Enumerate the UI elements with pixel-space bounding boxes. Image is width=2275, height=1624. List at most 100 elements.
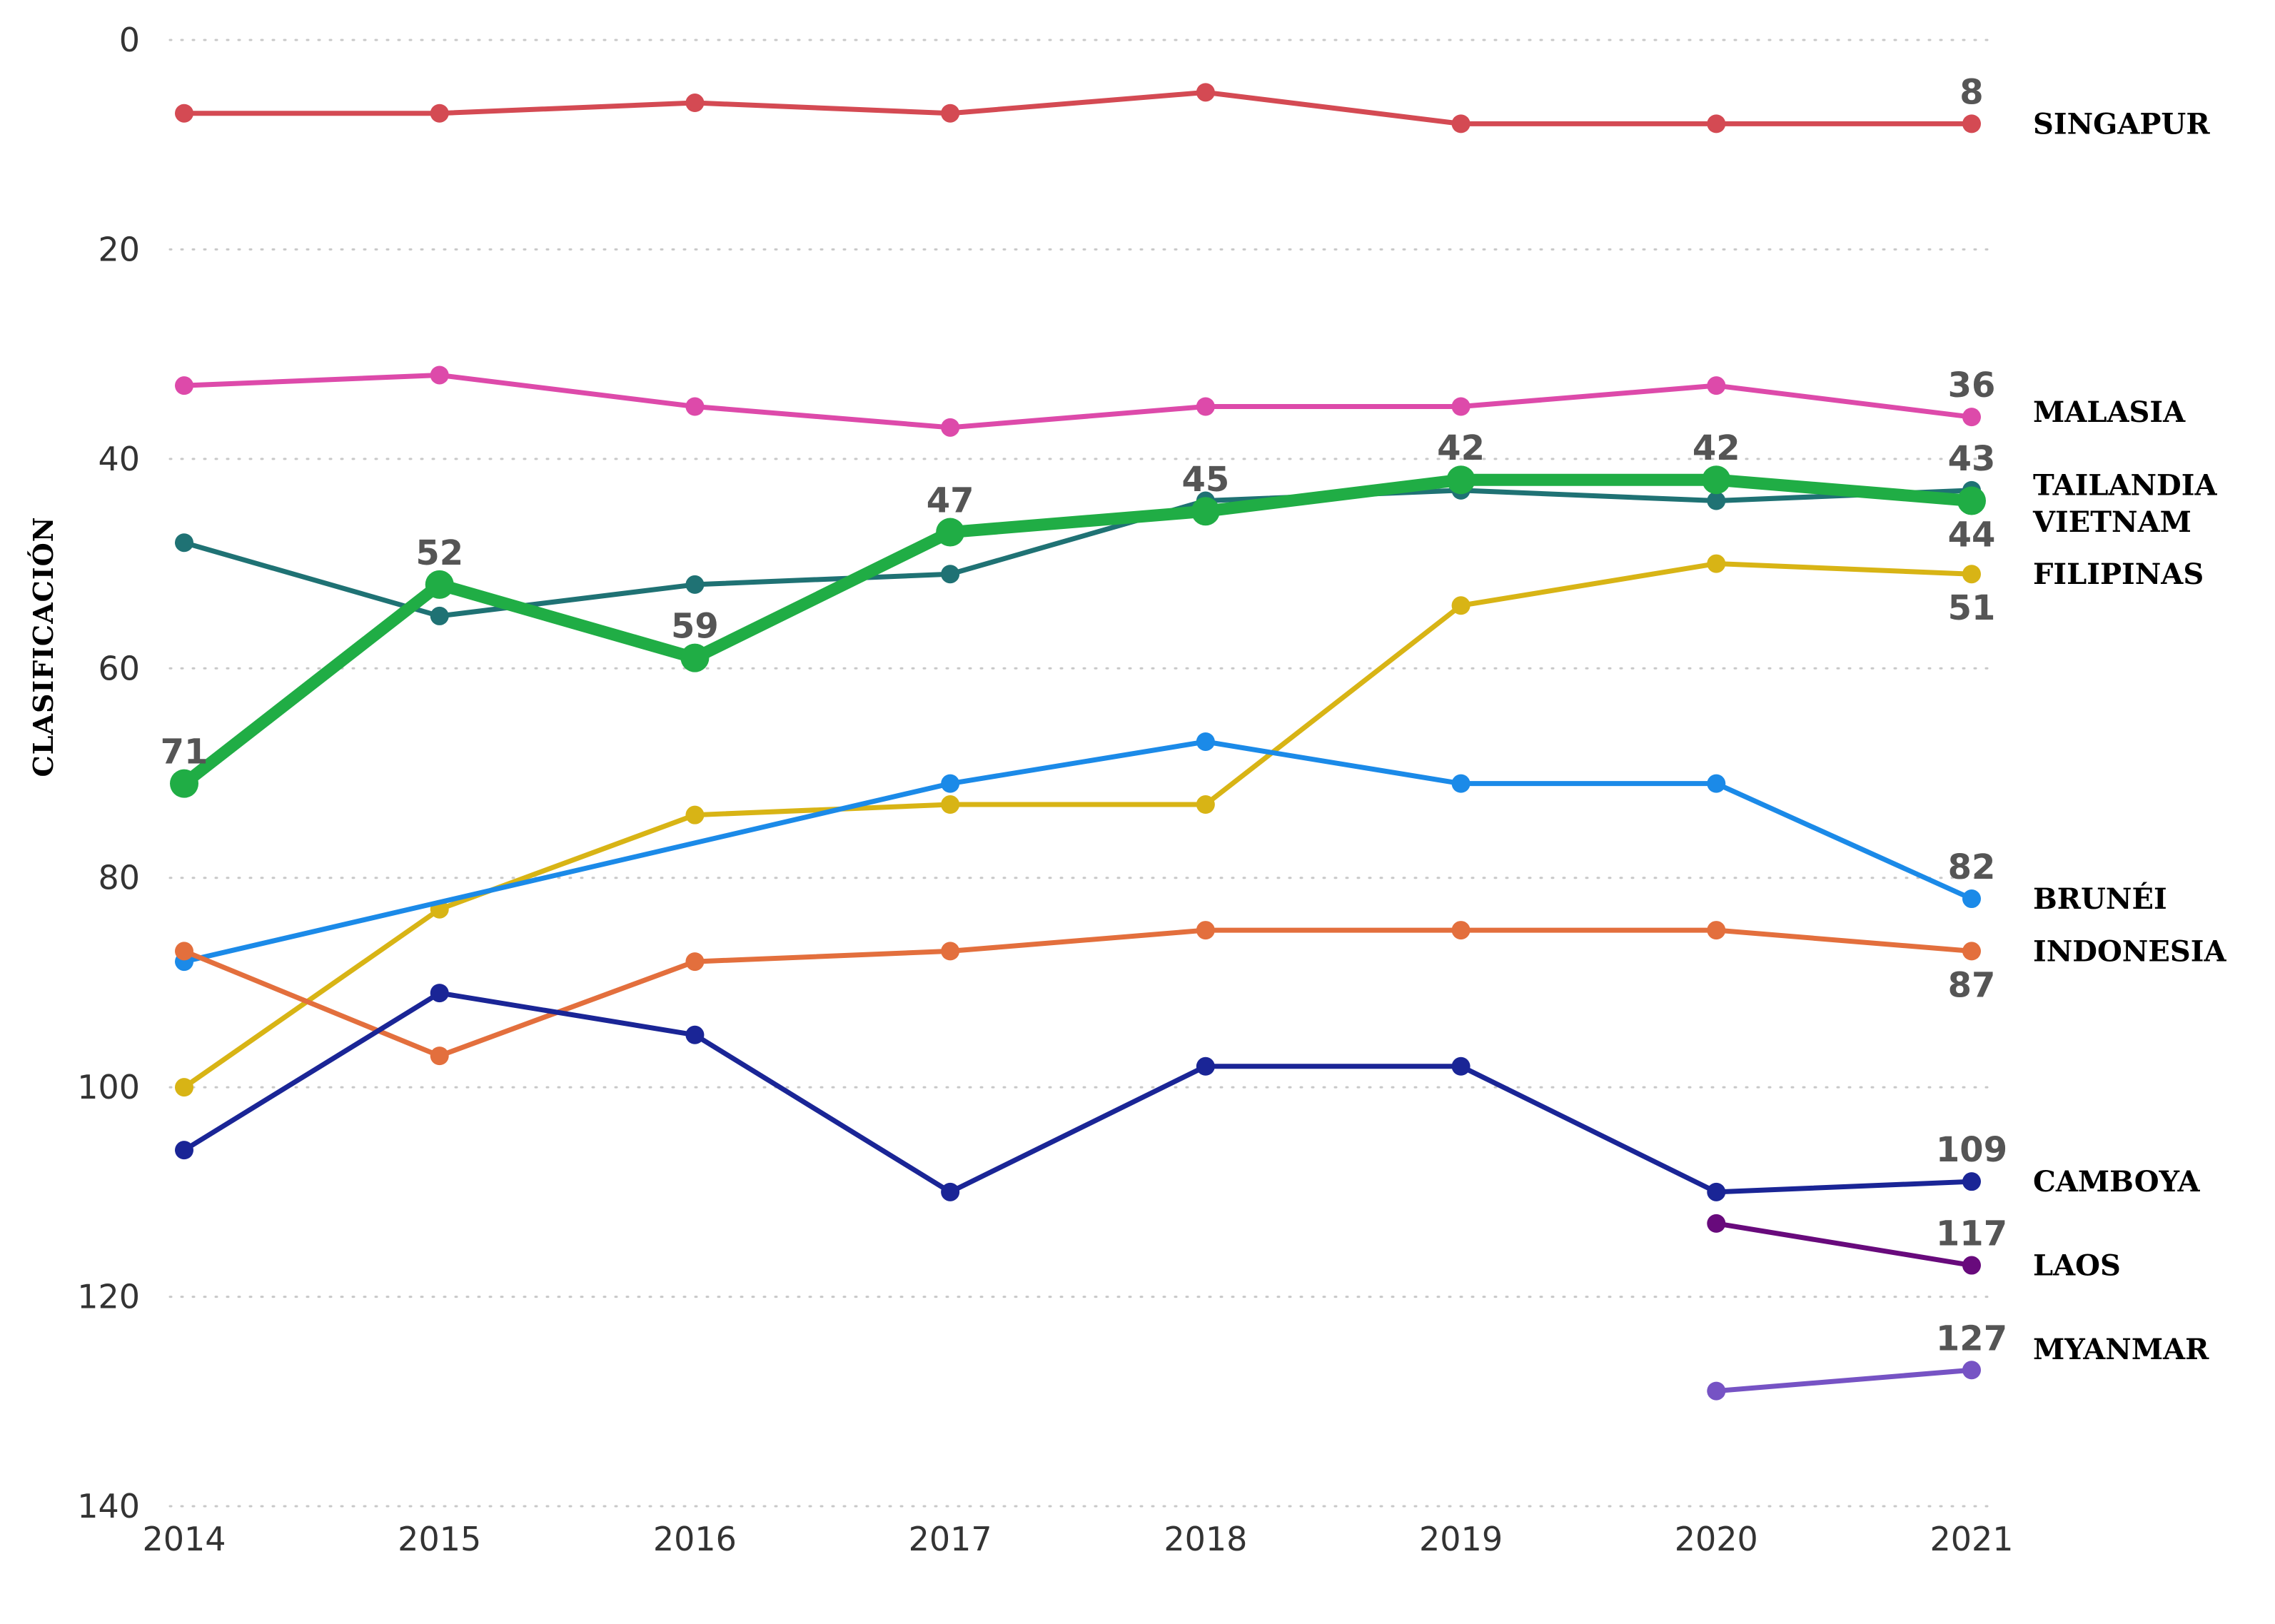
series-line-tailandia xyxy=(181,488,1974,619)
x-tick-label: 2019 xyxy=(1419,1520,1503,1558)
country-label: MYANMAR xyxy=(2033,1333,2209,1366)
data-point-indonesia xyxy=(1707,921,1726,940)
data-point-camboya xyxy=(1196,1056,1215,1076)
data-point-indonesia xyxy=(685,952,705,972)
data-point-tailandia xyxy=(430,606,449,625)
series-line-filipinas xyxy=(181,561,1974,1090)
series-camboya xyxy=(175,984,1981,1201)
data-label: 117 xyxy=(1936,1214,2007,1254)
country-label: VIETNAM xyxy=(2032,505,2191,539)
data-point-filipinas xyxy=(1962,565,1981,584)
country-label: INDONESIA xyxy=(2033,934,2226,968)
country-label: FILIPINAS xyxy=(2033,558,2204,591)
data-point-filipinas xyxy=(1196,795,1215,814)
country-label: SINGAPUR xyxy=(2033,107,2210,141)
data-label: 45 xyxy=(1181,460,1229,500)
series-indonesia xyxy=(175,921,1981,1066)
x-axis-ticks: 2014 2015 2016 2017 2018 2019 2020 2021 xyxy=(142,1520,2013,1558)
data-point-camboya xyxy=(941,1182,960,1201)
series-line-laos xyxy=(1713,1221,1974,1269)
series-line-singapur xyxy=(181,89,1974,126)
data-label: 109 xyxy=(1936,1130,2007,1170)
data-point-singapur xyxy=(175,104,193,123)
data-label: 8 xyxy=(1959,72,1983,112)
data-label: 87 xyxy=(1948,965,1996,1005)
y-tick-label: 0 xyxy=(119,21,140,59)
y-tick-label: 100 xyxy=(77,1068,140,1106)
data-point-camboya xyxy=(1451,1056,1471,1076)
x-tick-label: 2016 xyxy=(653,1520,737,1558)
data-point-tailandia xyxy=(1707,491,1726,510)
data-point-malasia xyxy=(685,397,705,416)
data-point-brunei xyxy=(941,774,960,793)
data-point-indonesia xyxy=(175,942,193,961)
series-line-malasia xyxy=(181,372,1974,430)
grid-lines xyxy=(168,39,1993,1508)
data-point-singapur xyxy=(1196,83,1215,102)
data-label: 51 xyxy=(1948,588,1996,628)
data-point-vietnam xyxy=(425,570,454,599)
country-label: BRUNÉI xyxy=(2033,882,2167,916)
data-point-laos xyxy=(1962,1256,1981,1275)
x-tick-label: 2015 xyxy=(398,1520,481,1558)
data-point-vietnam xyxy=(936,518,965,547)
x-tick-label: 2021 xyxy=(1930,1520,2013,1558)
data-point-filipinas xyxy=(1451,596,1471,615)
y-axis-ticks: 0 20 40 60 80 100 120 140 xyxy=(77,21,140,1525)
data-point-vietnam xyxy=(170,769,198,798)
data-point-brunei xyxy=(1451,774,1471,793)
data-point-malasia xyxy=(430,365,449,385)
y-tick-label: 120 xyxy=(77,1278,140,1316)
data-label: 127 xyxy=(1936,1318,2007,1358)
y-tick-label: 140 xyxy=(77,1487,140,1525)
y-tick-label: 80 xyxy=(98,859,140,897)
data-point-singapur xyxy=(941,104,960,123)
data-point-brunei xyxy=(1962,889,1981,909)
series-lines xyxy=(170,83,1986,1401)
data-label: 42 xyxy=(1437,428,1485,468)
data-point-malasia xyxy=(941,418,960,437)
data-point-indonesia xyxy=(1451,921,1471,940)
data-point-indonesia xyxy=(1196,921,1215,940)
data-point-myanmar xyxy=(1707,1381,1726,1401)
data-label: 82 xyxy=(1948,847,1996,887)
data-label: 44 xyxy=(1948,515,1996,555)
data-point-malasia xyxy=(1196,397,1215,416)
data-point-vietnam xyxy=(1446,465,1476,495)
country-label: CAMBOYA xyxy=(2033,1165,2201,1199)
data-label: 59 xyxy=(671,607,719,647)
series-malasia xyxy=(175,365,1981,437)
data-label: 36 xyxy=(1948,365,1996,405)
y-axis-label: CLASIFICACIÓN xyxy=(27,516,59,777)
series-line-vietnam xyxy=(178,473,1978,790)
data-point-malasia xyxy=(1962,408,1981,427)
series-filipinas xyxy=(175,554,1981,1097)
country-label: TAILANDIA xyxy=(2033,469,2217,503)
data-point-indonesia xyxy=(941,942,960,961)
data-point-vietnam xyxy=(1702,465,1731,495)
x-tick-label: 2018 xyxy=(1164,1520,1247,1558)
x-tick-label: 2020 xyxy=(1675,1520,1758,1558)
data-point-filipinas xyxy=(685,805,705,824)
data-point-indonesia xyxy=(430,1046,449,1066)
series-line-indonesia xyxy=(181,927,1974,1059)
data-point-camboya xyxy=(430,984,449,1003)
data-point-laos xyxy=(1707,1214,1726,1233)
data-label: 71 xyxy=(161,732,208,772)
y-tick-label: 60 xyxy=(98,649,140,687)
data-label: 42 xyxy=(1693,428,1740,468)
data-point-tailandia xyxy=(941,565,960,584)
y-tick-label: 40 xyxy=(98,440,140,478)
data-point-camboya xyxy=(175,1141,193,1160)
data-point-singapur xyxy=(685,94,705,113)
x-tick-label: 2014 xyxy=(142,1520,226,1558)
data-point-camboya xyxy=(1707,1182,1726,1201)
x-tick-label: 2017 xyxy=(909,1520,992,1558)
series-myanmar xyxy=(1707,1361,1981,1401)
data-point-singapur xyxy=(1707,114,1726,133)
series-line-brunei xyxy=(181,739,1974,964)
data-point-indonesia xyxy=(1962,942,1981,961)
data-labels: 71 52 59 47 45 42 42 8 36 43 44 51 82 87 109 117 127 xyxy=(161,72,2008,1358)
series-laos xyxy=(1707,1214,1981,1275)
